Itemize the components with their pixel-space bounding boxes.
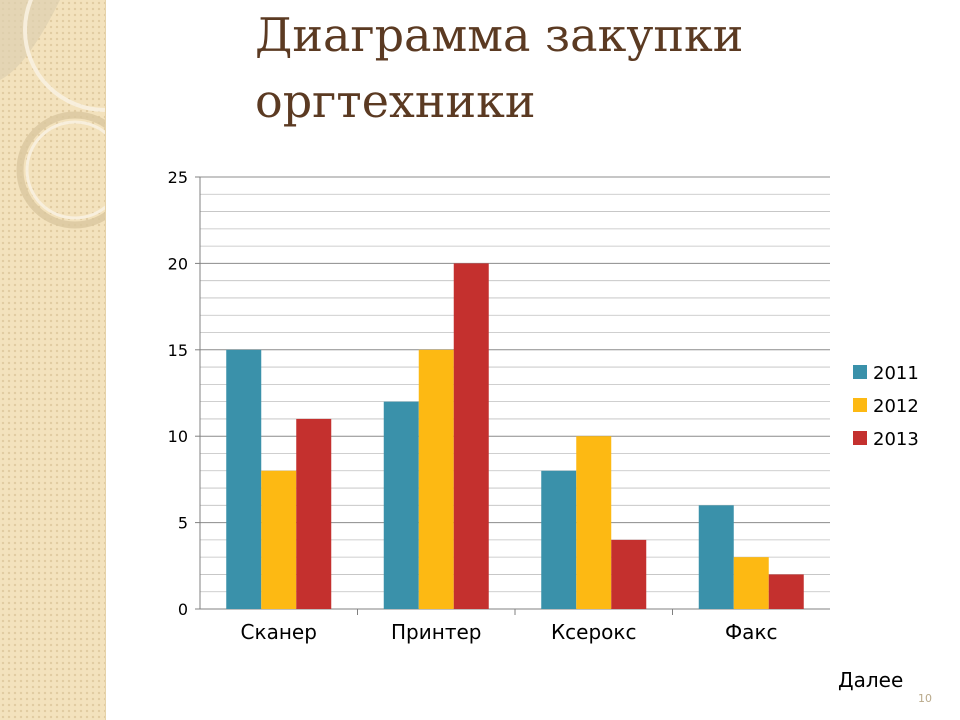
bar-2011-3 bbox=[541, 470, 577, 609]
y-tick-label: 15 bbox=[168, 341, 188, 360]
legend-label-2013: 2013 bbox=[873, 429, 919, 450]
bar-2011-2 bbox=[383, 401, 419, 609]
chart-axes: 0 5 10 15 20 25 Сканер Принтер Ксерокс Факс bbox=[168, 168, 830, 644]
bar-2011-4 bbox=[698, 505, 734, 609]
y-tick-label: 10 bbox=[168, 427, 188, 446]
legend-swatch-2012 bbox=[853, 398, 867, 412]
bar-2013-1 bbox=[296, 418, 332, 609]
x-category-label: Ксерокс bbox=[551, 620, 637, 644]
bar-2012-2 bbox=[418, 349, 454, 609]
x-category-label: Сканер bbox=[241, 620, 317, 644]
bar-2012-3 bbox=[576, 436, 612, 609]
legend-label-2011: 2011 bbox=[873, 363, 919, 384]
slide-title: Диаграмма закупки оргтехники bbox=[255, 8, 744, 128]
y-tick-label: 5 bbox=[178, 514, 188, 533]
bar-2013-2 bbox=[453, 263, 489, 609]
bar-2013-4 bbox=[768, 574, 804, 609]
y-tick-label: 20 bbox=[168, 254, 188, 273]
bar-2013-3 bbox=[611, 539, 647, 609]
bar-2012-1 bbox=[261, 470, 297, 609]
x-category-label: Принтер bbox=[391, 620, 481, 644]
chart-legend: 2011 2012 2013 bbox=[853, 363, 919, 450]
next-link[interactable]: Далее bbox=[838, 668, 904, 692]
legend-swatch-2013 bbox=[853, 431, 867, 445]
y-tick-label: 25 bbox=[168, 168, 188, 187]
slide-number: 10 bbox=[918, 692, 932, 705]
chart-bars bbox=[226, 263, 804, 609]
bar-2011-1 bbox=[226, 349, 262, 609]
x-category-label: Факс bbox=[725, 620, 778, 644]
decorative-circles bbox=[0, 0, 105, 229]
legend-swatch-2011 bbox=[853, 365, 867, 379]
decorative-side-band bbox=[0, 0, 106, 720]
legend-label-2012: 2012 bbox=[873, 396, 919, 417]
y-tick-label: 0 bbox=[178, 600, 188, 619]
bar-2012-4 bbox=[733, 557, 769, 609]
